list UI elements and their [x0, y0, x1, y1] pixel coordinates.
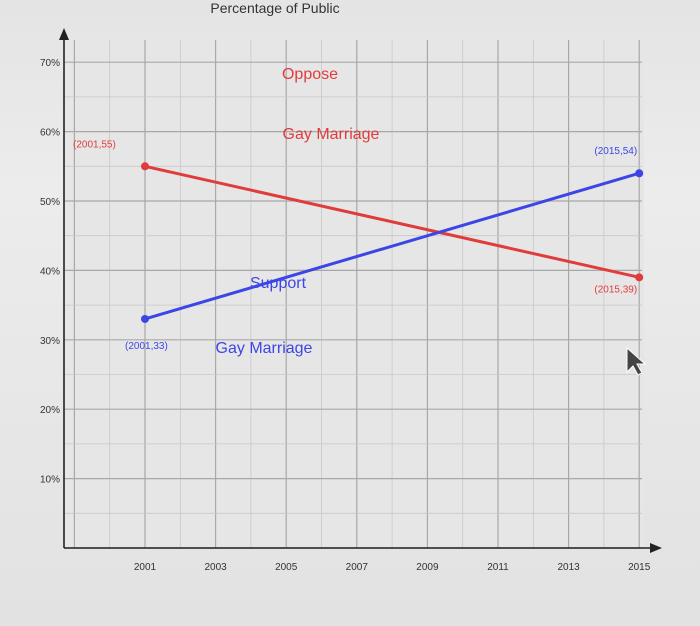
x-tick-label: 2003 — [204, 562, 227, 573]
point-label: (2001,33) — [125, 341, 168, 352]
support-series-line — [143, 171, 641, 321]
y-tick-label: 30% — [40, 336, 60, 347]
tick-labels: 2001 2003 2005 2007 2009 2011 2013 2015 10% 20% 30… — [40, 58, 651, 573]
x-tick-label: 2013 — [557, 562, 580, 573]
oppose-series-line — [143, 164, 641, 279]
plot-background — [64, 40, 644, 548]
x-tick-label: 2011 — [487, 562, 509, 573]
chart-axes — [59, 28, 662, 553]
y-tick-label: 20% — [40, 405, 60, 416]
x-axis-arrow — [650, 543, 662, 553]
x-tick-label: 2009 — [416, 562, 439, 573]
chart-grid — [64, 40, 644, 549]
x-tick-label: 2005 — [275, 562, 298, 573]
data-point — [141, 162, 149, 171]
y-tick-label: 10% — [40, 475, 60, 486]
data-point — [635, 169, 644, 178]
y-tick-label: 70% — [40, 58, 60, 69]
x-tick-label: 2007 — [346, 562, 369, 573]
x-tick-label: 2001 — [134, 562, 157, 573]
data-point — [141, 314, 149, 323]
point-label: (2001,55) — [73, 139, 116, 150]
y-axis-arrow — [59, 28, 69, 40]
point-label: (2015,39) — [594, 284, 637, 295]
data-point — [635, 273, 644, 282]
y-tick-label: 60% — [40, 128, 60, 139]
chart-title: Percentage of Public — [210, 0, 339, 16]
support-series-label: Support — [250, 275, 307, 292]
oppose-series-label: Oppose — [282, 66, 338, 83]
mouse-cursor-icon — [626, 346, 647, 376]
support-series-label: Gay Marriage — [216, 340, 313, 357]
point-label: (2015,54) — [594, 146, 637, 157]
oppose-series-label: Gay Marriage — [283, 126, 380, 143]
y-tick-label: 40% — [40, 266, 60, 277]
chart-series — [141, 162, 644, 323]
x-tick-label: 2015 — [628, 562, 651, 573]
chart-annotations: (2001,55) (2015,39) (2001,33) (2015,54) Oppo… — [73, 66, 637, 357]
y-tick-label: 50% — [40, 197, 60, 208]
